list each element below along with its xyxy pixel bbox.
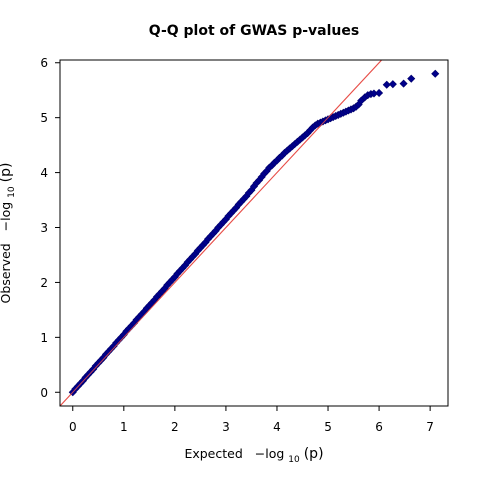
- y-axis-label-subscript: 10: [7, 186, 17, 198]
- x-tick-label: 4: [273, 420, 281, 434]
- reference-line-overlay: [60, 60, 383, 406]
- plot-frame: [59, 59, 449, 407]
- y-tick-label: 2: [40, 276, 48, 290]
- x-tick-label: 3: [222, 420, 230, 434]
- y-axis-label-math: −log: [0, 202, 13, 232]
- data-point: [382, 80, 391, 89]
- x-tick-label: 7: [426, 420, 434, 434]
- x-tick-label: 1: [120, 420, 128, 434]
- y-axis-label: Observed −log 10 (p): [0, 163, 17, 304]
- x-axis-ticks: 0 1 2 3 4 5 6 7: [69, 406, 434, 434]
- x-axis-label-arg: (p): [304, 446, 324, 462]
- x-tick-label: 2: [171, 420, 179, 434]
- y-axis-label-prefix: Observed: [0, 243, 13, 303]
- data-point: [431, 69, 440, 78]
- y-axis-ticks: 0 1 2 3 4 5 6: [40, 56, 60, 400]
- x-axis-label-subscript: 10: [288, 455, 300, 465]
- y-tick-label: 5: [40, 111, 48, 125]
- data-point: [407, 74, 416, 83]
- x-axis-label: Expected −log 10 (p): [184, 446, 323, 465]
- x-tick-label: 6: [375, 420, 383, 434]
- data-point: [388, 80, 397, 89]
- y-tick-label: 0: [40, 386, 48, 400]
- reference-line-overlay-group: [60, 60, 383, 406]
- data-points: [68, 69, 440, 397]
- chart-title: Q-Q plot of GWAS p-values: [149, 23, 359, 39]
- data-point: [399, 79, 408, 88]
- x-axis-label-math: −log: [255, 446, 285, 461]
- y-axis-label-arg: (p): [0, 163, 14, 183]
- x-tick-label: 0: [69, 420, 77, 434]
- data-point: [375, 88, 384, 97]
- y-tick-label: 6: [40, 56, 48, 70]
- y-tick-label: 1: [40, 331, 48, 345]
- x-tick-label: 5: [324, 420, 332, 434]
- y-tick-label: 4: [40, 166, 48, 180]
- y-tick-label: 3: [40, 221, 48, 235]
- x-axis-label-prefix: Expected: [184, 446, 242, 461]
